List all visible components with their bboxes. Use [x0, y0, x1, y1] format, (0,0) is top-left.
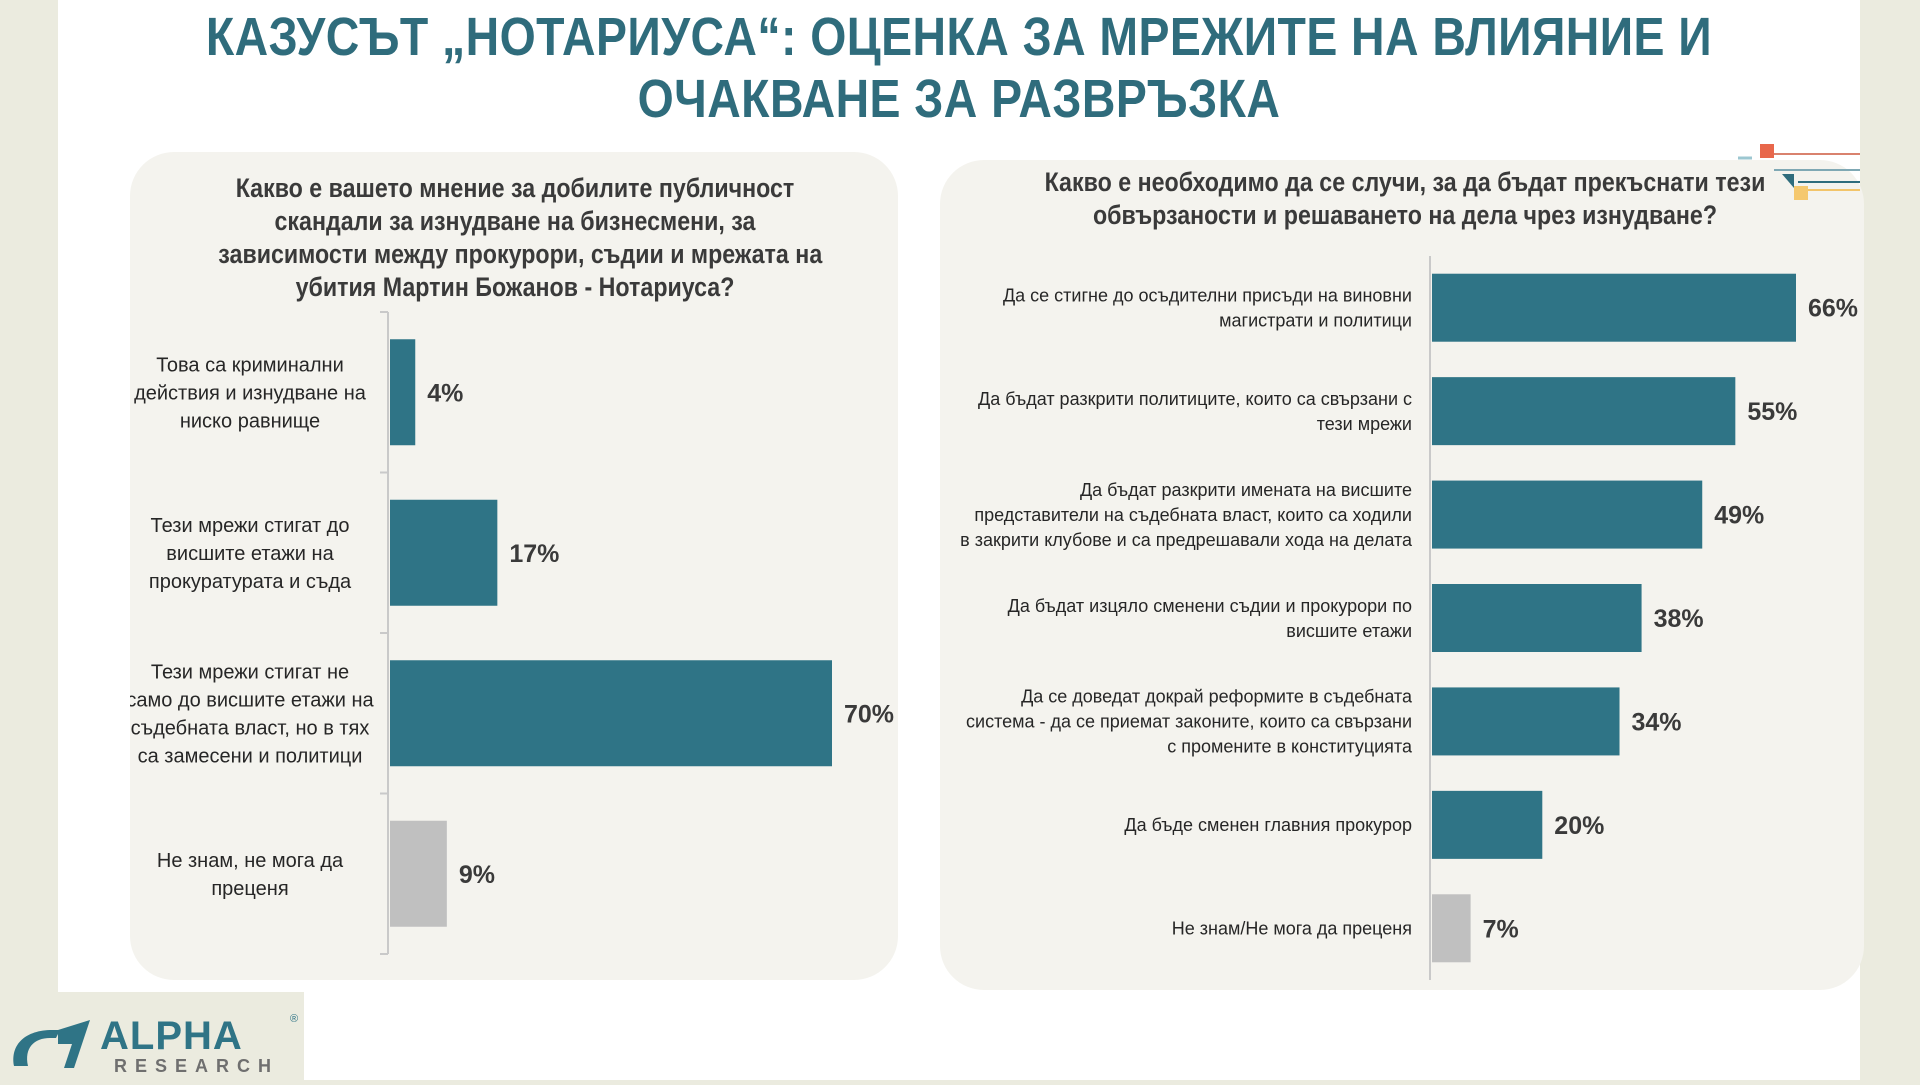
right-question: Какво е необходимо да се случи, за да бъ… — [980, 166, 1830, 232]
chart-data-label: 38% — [1654, 605, 1704, 633]
chart-category-label-line: Да бъдат разкрити имената на висшите — [1080, 480, 1412, 500]
left-question: Какво е вашето мнение за добилите публич… — [170, 172, 860, 304]
chart-category-label-line: преценя — [211, 878, 288, 900]
chart-data-label: 66% — [1808, 295, 1858, 323]
chart-category-label-line: Това са криминални — [156, 354, 344, 376]
chart-category-label-line: Не знам/Не мога да преценя — [1172, 919, 1412, 939]
chart-data-label: 20% — [1554, 812, 1604, 840]
left-bar-chart: 4% Това са криминални действия и изнудване… — [130, 311, 894, 955]
chart-bar — [390, 499, 498, 606]
chart-category-label-line: система - да се приемат законите, които … — [966, 712, 1412, 732]
logo-word: ALPHA — [100, 1014, 243, 1058]
chart-category-label: Това са криминални действия и изнудване н… — [134, 354, 367, 432]
chart-category-label-line: съдебната власт, но в тях — [131, 717, 370, 739]
chart-bar — [390, 660, 832, 767]
chart-category-label: Да бъдат разкрити имената на висшите пред… — [960, 480, 1413, 550]
chart-category-label-line: Да бъдат изцяло сменени съдии и прокурор… — [1008, 596, 1412, 616]
chart-category-label-line: Да се стигне до осъдителни присъди на ви… — [1003, 286, 1412, 306]
chart-category-label: Да се доведат докрай реформите в съдебна… — [966, 687, 1413, 757]
chart-category-label-line: ниско равнище — [180, 410, 320, 432]
chart-category-label: Не знам/Не мога да преценя — [1172, 919, 1412, 939]
chart-category-label: Да бъдат разкрити политиците, които са с… — [978, 389, 1412, 434]
chart-bar — [1432, 894, 1471, 963]
page-title-line-2: ОЧАКВАНЕ ЗА РАЗВРЪЗКА — [637, 69, 1281, 129]
logo-swoosh-icon — [13, 1030, 60, 1066]
chart-data-label: 70% — [844, 700, 894, 728]
chart-category-label: Не знам, не мога да преценя — [157, 850, 344, 900]
chart-category-label-line: представители на съдебната власт, които … — [974, 505, 1412, 525]
logo-registered: ® — [290, 1013, 298, 1025]
chart-bar — [390, 339, 416, 446]
left-chart-panel: Какво е вашето мнение за добилите публич… — [130, 152, 898, 980]
corner-decoration — [1738, 144, 1860, 200]
chart-category-label-line: само до висшите етажи на — [130, 689, 375, 711]
right-question-line-2: обвързаности и решаването на дела чрез и… — [1092, 200, 1718, 230]
chart-category-label: Да бъде сменен главния прокурор — [1124, 815, 1412, 835]
chart-bar — [390, 820, 447, 927]
page-title-line-1: КАЗУСЪТ „НОТАРИУСА“: ОЦЕНКА ЗА МРЕЖИТЕ Н… — [205, 7, 1713, 67]
chart-category-label: Да се стигне до осъдителни присъди на ви… — [1003, 286, 1412, 331]
chart-category-label-line: магистрати и политици — [1219, 311, 1412, 331]
left-question-line-3: зависимости между прокурори, съдии и мре… — [218, 239, 823, 269]
chart-category-label: Тези мрежи стигат не само до висшите етаж… — [130, 661, 375, 767]
chart-category-label-line: тези мрежи — [1317, 414, 1412, 434]
chart-category-label: Да бъдат изцяло сменени съдии и прокурор… — [1008, 596, 1412, 641]
chart-bar — [1432, 377, 1736, 446]
right-chart-panel: Какво е необходимо да се случи, за да бъ… — [940, 160, 1864, 990]
chart-category-label-line: прокуратурата и съда — [149, 571, 352, 593]
chart-category-label-line: действия и изнудване на — [134, 382, 367, 404]
chart-category-label-line: в закрити клубове и са предрешавали хода… — [960, 530, 1413, 550]
chart-category-label-line: Да бъде сменен главния прокурор — [1124, 815, 1412, 835]
chart-category-label-line: Да се доведат докрай реформите в съдебна… — [1021, 687, 1413, 707]
chart-data-label: 7% — [1483, 915, 1519, 943]
alpha-research-logo: ALPHA ® RESEARCH — [0, 992, 304, 1080]
chart-bar — [1432, 273, 1796, 342]
chart-bar — [1432, 687, 1620, 756]
chart-category-label-line: висшите етажи на — [166, 543, 334, 565]
chart-bar — [1432, 480, 1703, 549]
chart-data-label: 34% — [1632, 708, 1682, 736]
chart-category-label-line: са замесени и политици — [138, 745, 363, 767]
right-question-line-1: Какво е необходимо да се случи, за да бъ… — [1044, 167, 1766, 197]
chart-category-label-line: Не знам, не мога да — [157, 850, 344, 872]
logo-subword: RESEARCH — [114, 1056, 279, 1076]
chart-data-label: 55% — [1747, 398, 1797, 426]
left-question-line-4: убития Мартин Божанов - Нотариуса? — [295, 272, 735, 302]
page-title: КАЗУСЪТ „НОТАРИУСА“: ОЦЕНКА ЗА МРЕЖИТЕ Н… — [184, 6, 1734, 130]
logo-arrow-icon — [58, 1020, 90, 1068]
chart-data-label: 4% — [427, 379, 463, 407]
slide: КАЗУСЪТ „НОТАРИУСА“: ОЦЕНКА ЗА МРЕЖИТЕ Н… — [58, 0, 1864, 1080]
chart-category-label-line: с промените в конституцията — [1167, 737, 1413, 757]
left-question-line-1: Какво е вашето мнение за добилите публич… — [235, 173, 795, 203]
chart-bar — [1432, 790, 1543, 859]
chart-data-label: 17% — [509, 540, 559, 568]
chart-bar — [1432, 584, 1642, 652]
left-question-line-2: скандали за изнудване на бизнесмени, за — [274, 206, 756, 236]
chart-data-label: 9% — [459, 861, 495, 889]
chart-category-label-line: Тези мрежи стигат до — [151, 515, 350, 537]
logo-mark: ALPHA ® RESEARCH — [13, 1013, 298, 1076]
right-bar-chart: 66% Да се стигне до осъдителни присъди на… — [960, 256, 1858, 980]
chart-category-label-line: Тези мрежи стигат не — [151, 661, 349, 683]
chart-category-label-line: висшите етажи — [1286, 621, 1412, 641]
chart-category-label: Тези мрежи стигат до висшите етажи на прок… — [149, 515, 352, 593]
chart-data-label: 49% — [1714, 502, 1764, 530]
chart-category-label-line: Да бъдат разкрити политиците, които са с… — [978, 389, 1412, 409]
